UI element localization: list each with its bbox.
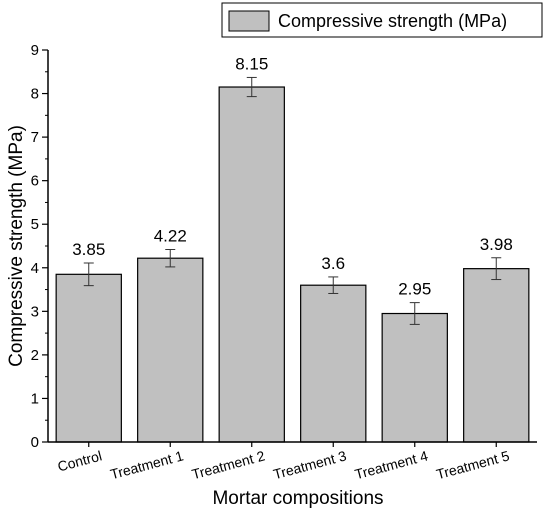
x-axis-ticks: Control Treatment 1 Treatment 2 Treatment 3… bbox=[56, 442, 511, 482]
y-tick-label: 8 bbox=[31, 86, 39, 103]
bar bbox=[300, 284, 367, 443]
y-tick-label: 3 bbox=[31, 303, 39, 320]
y-axis-ticks: 0 1 2 3 4 5 6 7 8 9 bbox=[31, 42, 48, 451]
bar bbox=[55, 273, 122, 443]
y-tick-label: 4 bbox=[31, 260, 39, 277]
data-label: 3.98 bbox=[480, 235, 513, 254]
legend-label: Compressive strength (MPa) bbox=[278, 11, 507, 31]
x-tick-label: Treatment 3 bbox=[271, 447, 348, 482]
x-tick-label: Treatment 5 bbox=[434, 447, 511, 482]
y-tick-label: 5 bbox=[31, 216, 39, 233]
legend-swatch bbox=[228, 10, 270, 32]
bar bbox=[463, 268, 530, 443]
bar bbox=[137, 257, 204, 443]
y-tick-label: 2 bbox=[31, 347, 39, 364]
bars: 3.85 4.22 8.15 3.6 2.95 3.98 bbox=[55, 54, 530, 443]
data-label: 2.95 bbox=[398, 280, 431, 299]
x-tick-label: Control bbox=[56, 447, 104, 474]
y-tick-label: 1 bbox=[31, 390, 39, 407]
x-tick-label: Treatment 4 bbox=[353, 447, 430, 482]
x-axis-title: Mortar compositions bbox=[212, 488, 383, 509]
data-label: 8.15 bbox=[235, 54, 268, 73]
y-tick-label: 7 bbox=[31, 129, 39, 146]
axes bbox=[47, 50, 537, 443]
y-tick-label: 9 bbox=[31, 42, 39, 59]
y-tick-label: 6 bbox=[31, 173, 39, 190]
x-tick-label: Treatment 1 bbox=[108, 447, 185, 482]
data-label: 3.85 bbox=[72, 240, 105, 259]
legend-box bbox=[221, 2, 543, 38]
bar bbox=[381, 312, 448, 443]
data-label: 3.6 bbox=[321, 254, 345, 273]
y-axis-title: Compressive strength (MPa) bbox=[6, 125, 27, 367]
bar bbox=[218, 86, 285, 443]
x-tick-label: Treatment 2 bbox=[190, 447, 267, 482]
y-tick-label: 0 bbox=[31, 434, 39, 451]
data-label: 4.22 bbox=[154, 226, 187, 245]
legend: Compressive strength (MPa) bbox=[221, 2, 543, 38]
